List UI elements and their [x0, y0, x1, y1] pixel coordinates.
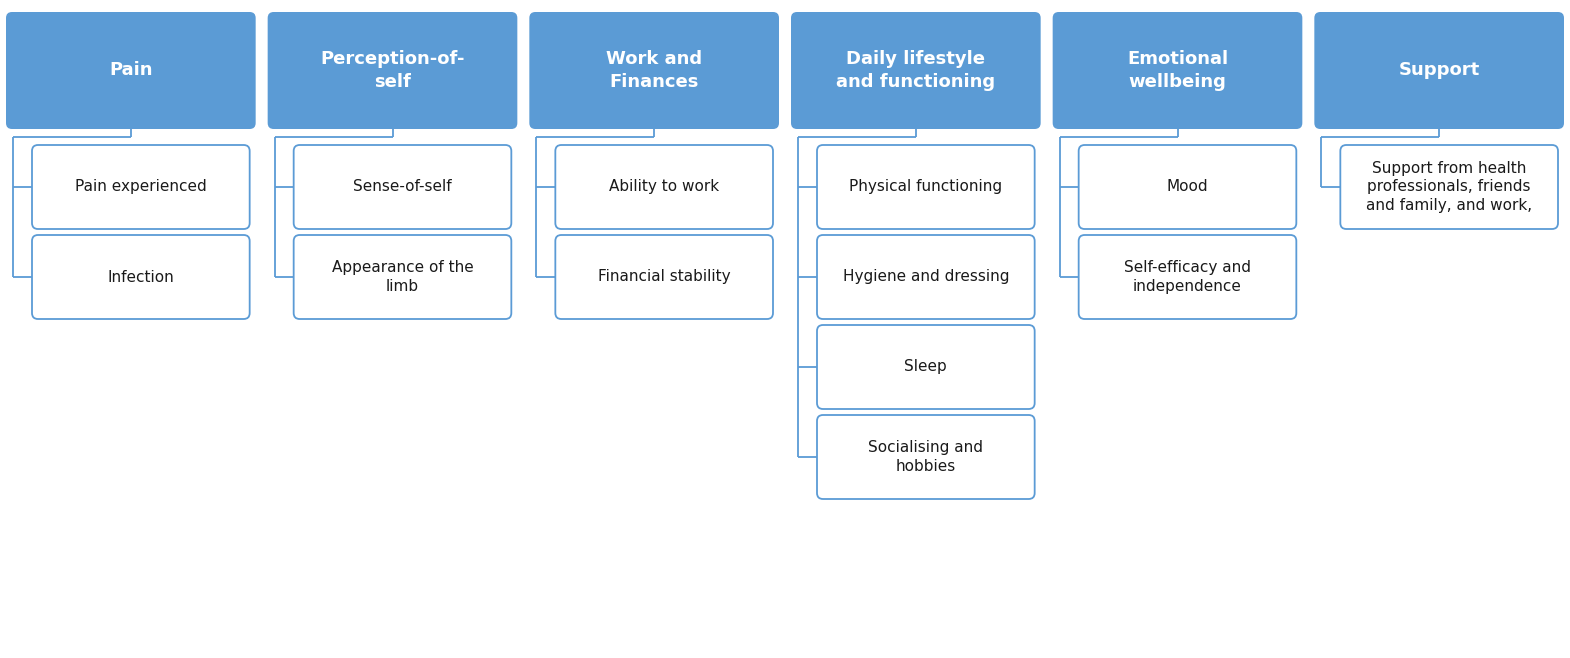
FancyBboxPatch shape: [6, 12, 256, 129]
FancyBboxPatch shape: [1314, 12, 1564, 129]
Text: Pain: Pain: [108, 61, 152, 80]
FancyBboxPatch shape: [1052, 12, 1303, 129]
Text: Perception-of-
self: Perception-of- self: [320, 51, 465, 91]
FancyBboxPatch shape: [267, 12, 518, 129]
FancyBboxPatch shape: [1341, 145, 1557, 229]
FancyBboxPatch shape: [816, 145, 1035, 229]
Text: Daily lifestyle
and functioning: Daily lifestyle and functioning: [837, 51, 995, 91]
Text: Ability to work: Ability to work: [609, 180, 719, 195]
FancyBboxPatch shape: [556, 145, 772, 229]
Text: Work and
Finances: Work and Finances: [606, 51, 702, 91]
FancyBboxPatch shape: [294, 235, 512, 319]
Text: Support: Support: [1399, 61, 1481, 80]
FancyBboxPatch shape: [556, 235, 772, 319]
FancyBboxPatch shape: [1079, 235, 1297, 319]
FancyBboxPatch shape: [294, 145, 512, 229]
Text: Financial stability: Financial stability: [598, 270, 730, 284]
Text: Infection: Infection: [107, 270, 174, 284]
FancyBboxPatch shape: [529, 12, 779, 129]
FancyBboxPatch shape: [31, 235, 250, 319]
Text: Hygiene and dressing: Hygiene and dressing: [843, 270, 1010, 284]
Text: Socialising and
hobbies: Socialising and hobbies: [868, 440, 983, 474]
FancyBboxPatch shape: [816, 235, 1035, 319]
FancyBboxPatch shape: [816, 415, 1035, 499]
Text: Emotional
wellbeing: Emotional wellbeing: [1127, 51, 1228, 91]
Text: Mood: Mood: [1167, 180, 1209, 195]
FancyBboxPatch shape: [1079, 145, 1297, 229]
FancyBboxPatch shape: [791, 12, 1041, 129]
FancyBboxPatch shape: [31, 145, 250, 229]
FancyBboxPatch shape: [816, 325, 1035, 409]
Text: Sleep: Sleep: [904, 359, 947, 374]
Text: Support from health
professionals, friends
and family, and work,: Support from health professionals, frien…: [1366, 161, 1532, 213]
Text: Physical functioning: Physical functioning: [849, 180, 1002, 195]
Text: Self-efficacy and
independence: Self-efficacy and independence: [1124, 260, 1251, 294]
Text: Appearance of the
limb: Appearance of the limb: [331, 260, 474, 294]
Text: Pain experienced: Pain experienced: [75, 180, 207, 195]
Text: Sense-of-self: Sense-of-self: [353, 180, 452, 195]
